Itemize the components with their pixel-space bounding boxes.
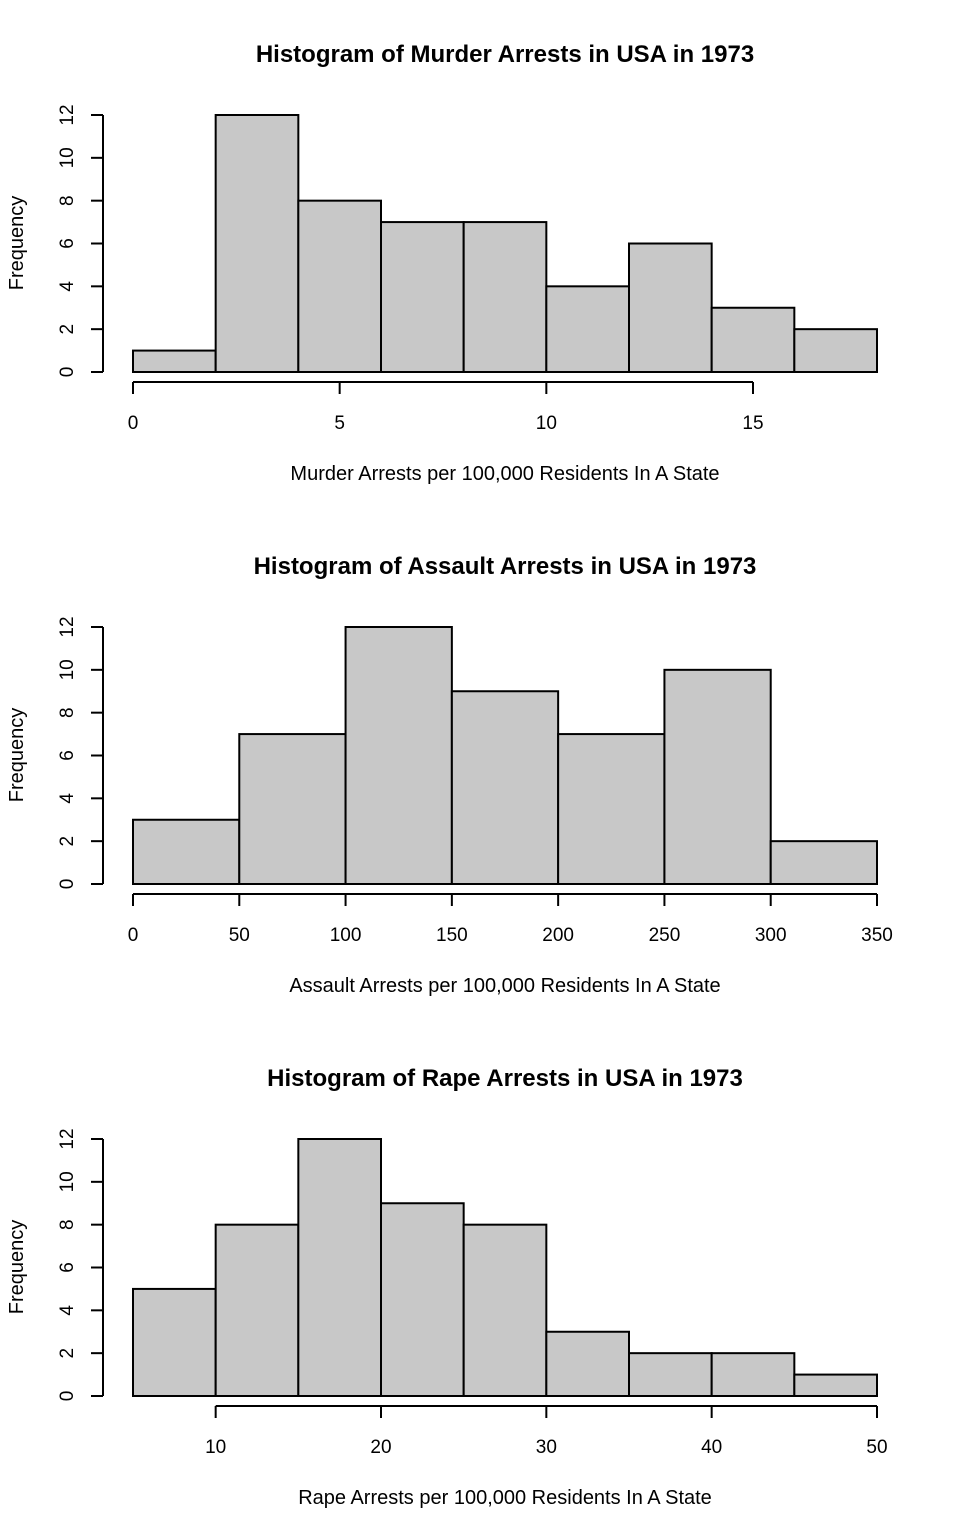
histogram-bar — [132, 818, 241, 885]
histogram-bar — [344, 626, 453, 885]
histogram-bar — [238, 733, 347, 885]
chart-title: Histogram of Assault Arrests in USA in 1… — [254, 553, 757, 580]
x-tick-label: 250 — [649, 925, 681, 946]
histogram-bar — [462, 1223, 548, 1397]
y-tick-label: 8 — [57, 1219, 78, 1230]
x-axis-label: Murder Arrests per 100,000 Residents In … — [290, 463, 719, 485]
histogram-bar — [663, 668, 772, 885]
x-tick-label: 50 — [229, 925, 250, 946]
y-tick-label: 6 — [57, 1262, 78, 1273]
y-tick-label: 12 — [57, 1128, 78, 1149]
y-axis-label: Frequency — [6, 708, 28, 803]
x-tick-label: 40 — [701, 1437, 722, 1458]
x-tick-label: 200 — [542, 925, 574, 946]
histogram-bar — [769, 840, 879, 885]
histogram-bar — [132, 349, 217, 374]
x-tick-label: 150 — [436, 925, 468, 946]
y-tick-label: 0 — [57, 879, 78, 890]
histogram-bar — [214, 1223, 300, 1397]
histogram-bar — [628, 1352, 713, 1397]
x-tick-label: 30 — [536, 1437, 557, 1458]
y-tick-label: 6 — [57, 750, 78, 761]
y-tick-label: 2 — [57, 836, 78, 847]
x-axis-label: Rape Arrests per 100,000 Residents In A … — [298, 1487, 712, 1509]
histogram-bar — [462, 221, 548, 373]
histogram-bar — [557, 733, 666, 885]
histogram-panel-3: Histogram of Rape Arrests in USA in 1973… — [6, 1065, 888, 1509]
histogram-panel-1: Histogram of Murder Arrests in USA in 19… — [6, 41, 878, 485]
y-tick-label: 0 — [57, 367, 78, 378]
y-axis-label: Frequency — [6, 1220, 28, 1315]
x-tick-label: 20 — [370, 1437, 391, 1458]
chart-title: Histogram of Murder Arrests in USA in 19… — [256, 41, 754, 68]
y-tick-label: 10 — [57, 147, 78, 168]
y-tick-label: 12 — [57, 616, 78, 637]
histogram-panel-2: Histogram of Assault Arrests in USA in 1… — [6, 553, 893, 997]
y-tick-label: 12 — [57, 104, 78, 125]
y-tick-label: 4 — [57, 1305, 78, 1316]
histogram-bar — [132, 1287, 217, 1397]
y-tick-label: 4 — [57, 793, 78, 804]
y-tick-label: 8 — [57, 707, 78, 718]
histogram-bar — [793, 328, 878, 373]
histogram-bar — [450, 690, 560, 885]
x-tick-label: 10 — [536, 413, 557, 434]
y-tick-label: 2 — [57, 1348, 78, 1359]
y-tick-label: 0 — [57, 1391, 78, 1402]
y-tick-label: 10 — [57, 1171, 78, 1192]
x-tick-label: 0 — [128, 925, 139, 946]
y-tick-label: 6 — [57, 238, 78, 249]
x-tick-label: 10 — [205, 1437, 226, 1458]
x-axis-label: Assault Arrests per 100,000 Residents In… — [289, 975, 720, 997]
histogram-bar — [297, 199, 383, 373]
histogram-bar — [297, 1138, 383, 1397]
histogram-bar — [710, 1352, 796, 1397]
x-tick-label: 15 — [742, 413, 763, 434]
x-tick-label: 350 — [861, 925, 893, 946]
y-axis-label: Frequency — [6, 196, 28, 291]
histogram-bar — [710, 306, 796, 373]
histogram-bar — [545, 285, 630, 374]
histogram-bar — [214, 114, 300, 373]
y-tick-label: 10 — [57, 659, 78, 680]
histogram-bar — [380, 1202, 465, 1397]
histogram-bar — [545, 1330, 630, 1397]
histogram-bar — [380, 221, 465, 373]
y-tick-label: 2 — [57, 324, 78, 335]
x-tick-label: 300 — [755, 925, 787, 946]
y-tick-label: 8 — [57, 195, 78, 206]
x-tick-label: 0 — [128, 413, 139, 434]
x-tick-label: 5 — [334, 413, 345, 434]
chart-title: Histogram of Rape Arrests in USA in 1973 — [267, 1065, 743, 1092]
histogram-bar — [793, 1373, 878, 1398]
y-tick-label: 4 — [57, 281, 78, 292]
x-tick-label: 50 — [866, 1437, 887, 1458]
x-tick-label: 100 — [330, 925, 362, 946]
histogram-bar — [628, 242, 713, 373]
